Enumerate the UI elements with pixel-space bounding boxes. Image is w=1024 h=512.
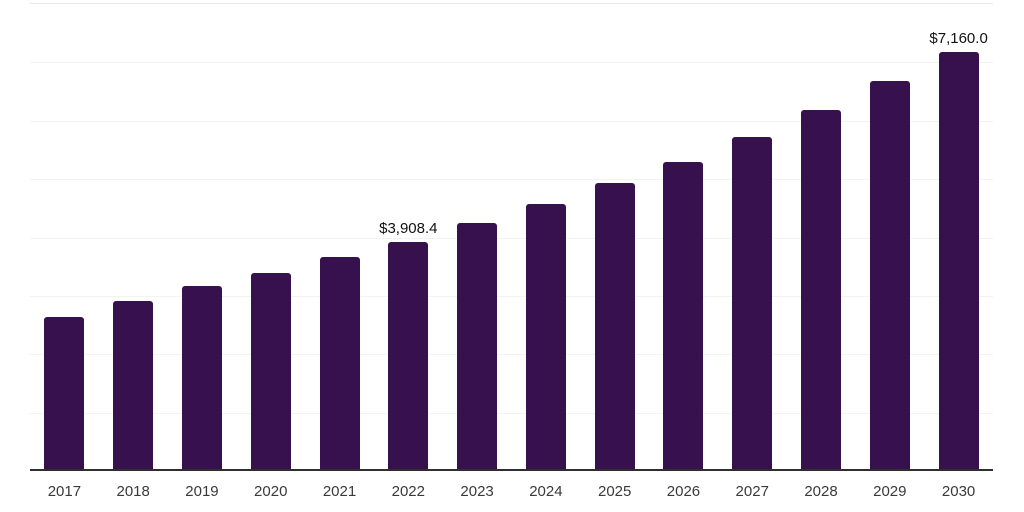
x-tick-2020: 2020: [254, 483, 288, 500]
value-label-2022: $3,908.4: [379, 219, 438, 237]
x-tick-2024: 2024: [529, 483, 563, 500]
bar-2030[interactable]: [938, 52, 979, 470]
x-tick-2021: 2021: [322, 483, 357, 500]
gridline: [30, 62, 993, 64]
x-tick-2017: 2017: [47, 483, 82, 500]
bar-2020[interactable]: [250, 272, 291, 470]
gridline: [30, 179, 993, 181]
bar-2029[interactable]: [869, 81, 910, 470]
bar-2017[interactable]: [44, 317, 85, 470]
x-tick-2027: 2027: [735, 483, 769, 500]
bar-2026[interactable]: [663, 162, 704, 470]
x-axis: 2017 2018 2019 2020 2021 2022 2023 2024 2025 2026…: [30, 484, 993, 504]
gridline: [30, 120, 993, 122]
bar-2023[interactable]: [457, 223, 498, 470]
bar-2019[interactable]: [181, 286, 222, 470]
x-tick-2026: 2026: [666, 483, 701, 500]
x-tick-2019: 2019: [185, 483, 219, 500]
bar-2018[interactable]: [113, 301, 154, 470]
value-label-2030: $7,160.0: [929, 30, 988, 48]
x-tick-2018: 2018: [116, 483, 150, 500]
gridline: [30, 295, 993, 297]
gridline: [30, 237, 993, 239]
bar-2025[interactable]: [594, 183, 635, 470]
bar-2027[interactable]: [732, 137, 773, 470]
x-axis-line: [30, 469, 993, 471]
x-tick-2022: 2022: [391, 483, 425, 500]
x-tick-2025: 2025: [597, 483, 632, 500]
gridline: [30, 412, 993, 414]
x-tick-2030: 2030: [941, 483, 976, 500]
x-tick-2029: 2029: [873, 483, 907, 500]
bar-2022[interactable]: [388, 241, 429, 470]
bar-2021[interactable]: [319, 256, 360, 470]
bar-2028[interactable]: [801, 110, 842, 470]
x-tick-2028: 2028: [804, 483, 838, 500]
plot-area: $3,908.4 $7,160.0: [30, 3, 993, 470]
gridline: [30, 354, 993, 356]
bar-2024[interactable]: [525, 204, 566, 470]
x-tick-2023: 2023: [460, 483, 494, 500]
